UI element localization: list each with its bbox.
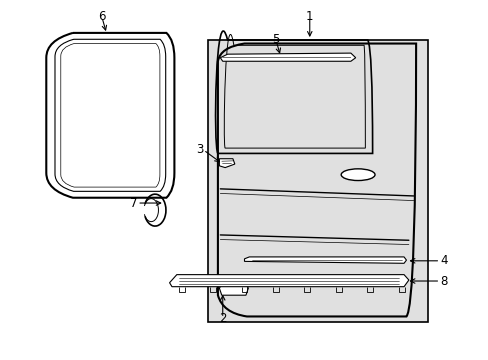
Text: 5: 5 <box>272 33 279 46</box>
PathPatch shape <box>46 33 174 198</box>
Bar <box>208 40 427 322</box>
PathPatch shape <box>219 159 234 168</box>
Text: 6: 6 <box>98 10 105 23</box>
PathPatch shape <box>219 284 248 295</box>
Text: 2: 2 <box>219 312 226 325</box>
Text: 3: 3 <box>196 143 203 156</box>
Text: 8: 8 <box>439 275 447 288</box>
Text: 1: 1 <box>305 10 313 23</box>
Ellipse shape <box>341 169 374 180</box>
PathPatch shape <box>169 275 408 287</box>
Text: 4: 4 <box>439 254 447 267</box>
PathPatch shape <box>244 257 406 263</box>
Text: 7: 7 <box>129 197 137 210</box>
PathPatch shape <box>218 44 415 316</box>
PathPatch shape <box>220 53 355 61</box>
